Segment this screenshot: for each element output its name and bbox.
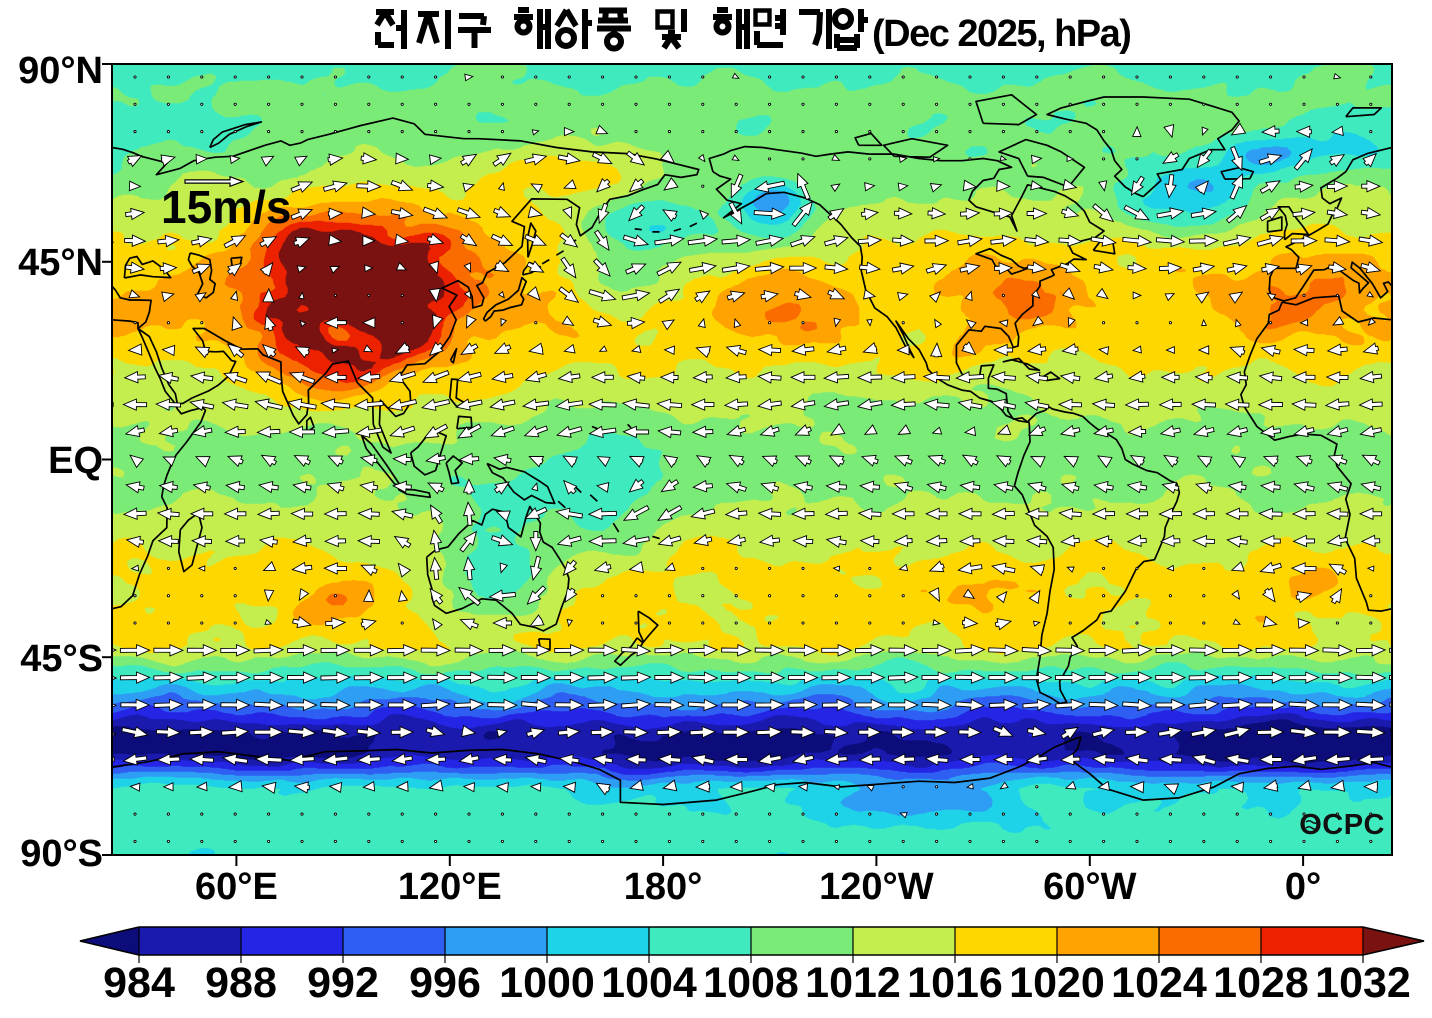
svg-text:OCPC: OCPC: [1299, 809, 1385, 841]
svg-text:180°: 180°: [624, 866, 703, 908]
svg-text:15m/s: 15m/s: [161, 181, 291, 233]
svg-text:1016: 1016: [907, 959, 1003, 1007]
svg-text:984: 984: [103, 959, 175, 1007]
svg-text:992: 992: [307, 959, 379, 1007]
svg-text:1000: 1000: [499, 959, 595, 1007]
svg-text:0°: 0°: [1285, 866, 1321, 908]
svg-text:45°S: 45°S: [20, 638, 103, 680]
svg-text:90°S: 90°S: [20, 833, 103, 875]
svg-text:60°E: 60°E: [195, 866, 278, 908]
svg-text:1028: 1028: [1213, 959, 1309, 1007]
svg-text:1008: 1008: [703, 959, 799, 1007]
svg-text:120°W: 120°W: [819, 866, 934, 908]
svg-text:60°W: 60°W: [1043, 866, 1136, 908]
svg-text:EQ: EQ: [48, 440, 103, 482]
svg-text:988: 988: [205, 959, 277, 1007]
svg-text:1032: 1032: [1315, 959, 1411, 1007]
svg-text:1020: 1020: [1009, 959, 1105, 1007]
svg-text:(Dec 2025, hPa): (Dec 2025, hPa): [872, 13, 1130, 55]
svg-text:90°N: 90°N: [18, 50, 103, 92]
svg-text:996: 996: [409, 959, 481, 1007]
svg-text:45°N: 45°N: [18, 242, 103, 284]
svg-text:1004: 1004: [601, 959, 697, 1007]
svg-text:1012: 1012: [805, 959, 901, 1007]
svg-text:120°E: 120°E: [398, 866, 502, 908]
svg-text:1024: 1024: [1111, 959, 1207, 1007]
